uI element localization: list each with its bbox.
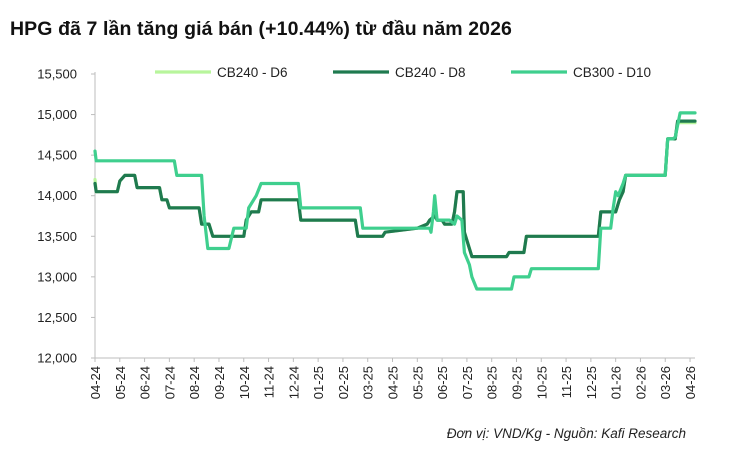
x-tick-label: 01-25: [311, 366, 326, 399]
x-tick-label: 11-24: [262, 366, 277, 398]
series-line-cb240-d8: [93, 119, 697, 259]
x-tick-label: 07-24: [162, 366, 177, 399]
y-tick-label: 14,000: [37, 188, 77, 203]
x-tick-label: 02-26: [633, 366, 648, 399]
x-tick-label: 12-25: [584, 366, 599, 399]
tick-labels: 12,000 12,500 13,000 13,500 14,000 14,500 15,0…: [37, 67, 698, 400]
y-tick-label: 12,500: [37, 310, 77, 325]
x-tick-label: 01-26: [609, 366, 624, 399]
x-tick-label: 02-25: [336, 366, 351, 399]
x-tick-label: 10-24: [237, 366, 252, 399]
x-tick-label: 04-26: [683, 366, 698, 399]
legend-label-cb300-d10: CB300 - D10: [573, 65, 651, 80]
legend-label-cb240-d6: CB240 - D6: [217, 65, 288, 80]
y-tick-label: 15,500: [37, 67, 77, 82]
chart-axes: [91, 72, 695, 362]
x-tick-label: 06-24: [138, 366, 153, 399]
series-line-cb240-d6: [93, 121, 697, 259]
x-tick-label: 11-25: [559, 366, 574, 398]
x-tick-label: 09-24: [212, 366, 227, 399]
y-tick-label: 13,000: [37, 269, 77, 284]
series-line-cb300-d10: [93, 111, 697, 291]
x-tick-label: 08-25: [485, 366, 500, 399]
x-tick-label: 03-25: [361, 366, 376, 399]
x-tick-label: 05-24: [113, 366, 128, 399]
y-tick-label: 15,000: [37, 107, 77, 122]
x-tick-label: 08-24: [187, 366, 202, 399]
legend-label-cb240-d8: CB240 - D8: [395, 65, 466, 80]
x-tick-label: 10-25: [534, 366, 549, 399]
x-tick-label: 06-25: [435, 366, 450, 399]
x-tick-label: 09-25: [509, 366, 524, 399]
chart-title: HPG đã 7 lần tăng giá bán (+10.44%) từ đ…: [10, 18, 512, 40]
series-lines: [93, 111, 697, 291]
x-tick-label: 04-24: [88, 366, 103, 399]
x-tick-label: 07-25: [460, 366, 475, 399]
source-note: Đơn vị: VND/Kg - Nguồn: Kafi Research: [446, 426, 686, 441]
x-tick-label: 03-26: [658, 366, 673, 399]
x-tick-label: 12-24: [286, 366, 301, 399]
y-tick-label: 14,500: [37, 148, 77, 163]
legend: CB240 - D6 CB240 - D8 CB300 - D10: [155, 65, 651, 80]
y-tick-label: 12,000: [37, 351, 77, 366]
x-tick-label: 05-25: [410, 366, 425, 399]
x-tick-label: 04-25: [386, 366, 401, 399]
y-tick-label: 13,500: [37, 229, 77, 244]
